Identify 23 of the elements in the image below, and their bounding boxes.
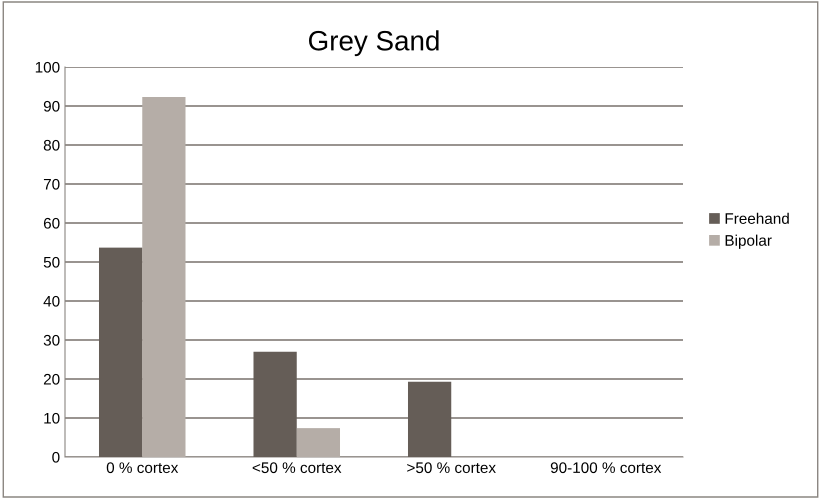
x-tick-label: 90-100 % cortex [550,462,662,474]
y-tick-label: 90 [44,100,60,112]
bar [296,428,340,457]
y-tick-label: 50 [44,256,60,268]
y-tick-label: 10 [44,412,60,424]
x-tick-label: 0 % cortex [106,462,178,474]
y-tick-label: 80 [44,140,60,151]
chart-title: Grey Sand [309,30,439,56]
legend-label: Bipolar [726,234,772,249]
y-tick-label: 100 [36,62,60,73]
bar [98,248,142,457]
y-tick-label: 30 [44,334,60,346]
y-tick-label: 20 [44,374,60,385]
y-tick-label: 0 [52,452,60,463]
legend-label: Freehand [726,212,789,224]
bar [142,97,186,457]
y-tick-label: 60 [44,218,60,229]
y-tick-label: 70 [44,178,60,190]
bar [253,352,297,457]
x-tick-label: <50 % cortex [252,462,342,474]
y-tick-label: 40 [44,296,60,307]
x-tick-label: >50 % cortex [407,462,496,474]
bar [408,382,452,457]
